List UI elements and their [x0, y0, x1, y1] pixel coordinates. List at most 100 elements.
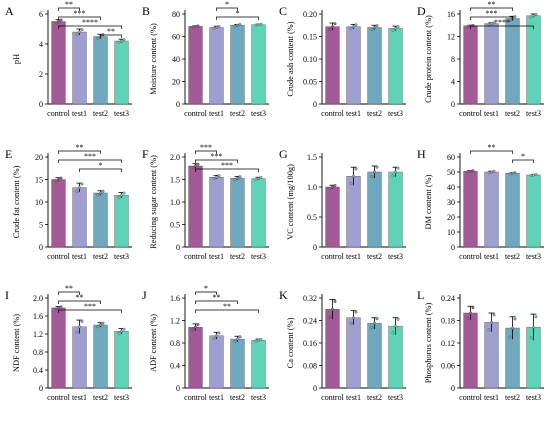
bar-test1 [72, 31, 87, 105]
data-point [78, 325, 81, 329]
y-tick-label: 0.32 [303, 294, 317, 303]
x-tick-label: control [459, 393, 482, 402]
data-point [120, 193, 123, 197]
data-point [373, 321, 376, 325]
bar-test1 [484, 171, 499, 248]
x-tick-label: control [47, 109, 70, 118]
significance-bracket [470, 150, 513, 154]
panel-c: C Crude ash content (%) 0 0.05 0.10 0.15 0.20 c… [279, 4, 406, 118]
y-tick-label: 0 [39, 384, 43, 393]
x-tick-label: test2 [230, 109, 245, 118]
bar-test1 [72, 187, 87, 248]
y-tick-label: 6 [39, 10, 43, 19]
data-point [54, 179, 58, 183]
significance-label: *** [221, 161, 233, 170]
y-axis-label: ADF content (%) [149, 314, 158, 372]
bar-control [325, 186, 340, 248]
data-point [96, 36, 100, 40]
data-point [194, 24, 197, 28]
data-point [259, 176, 263, 179]
data-point [122, 327, 126, 331]
y-tick-label: 0 [313, 100, 317, 109]
data-point [257, 177, 260, 181]
data-point [534, 173, 538, 176]
data-point [101, 189, 105, 193]
y-tick-label: 0.06 [441, 362, 455, 371]
significance-bracket [79, 168, 122, 172]
data-point [375, 165, 379, 169]
bar-test2 [367, 171, 382, 248]
data-point [466, 24, 470, 28]
x-tick-label: test1 [209, 109, 224, 118]
bar-control [188, 165, 203, 248]
significance-label: * [225, 0, 229, 9]
x-tick-label: control [321, 109, 344, 118]
bar-control [325, 26, 340, 105]
data-point [469, 169, 472, 173]
bar-control [188, 327, 203, 389]
x-tick-label: test1 [72, 393, 87, 402]
y-tick-label: 50 [447, 168, 455, 177]
x-tick-label: test2 [93, 393, 108, 402]
x-tick-label: test2 [505, 109, 520, 118]
significance-label: * [236, 9, 240, 18]
data-point [238, 23, 242, 26]
bar-test2 [505, 18, 520, 105]
data-point [233, 178, 237, 182]
panel-letter: D [417, 4, 426, 18]
x-tick-label: control [321, 252, 344, 261]
y-tick-label: 0.24 [441, 294, 455, 303]
data-point [513, 317, 517, 321]
data-point [122, 38, 126, 42]
panel-h: H DM content (%) 0 10 20 30 40 50 60 control test1… [417, 143, 544, 261]
x-tick-label: control [47, 393, 70, 402]
data-point [78, 30, 81, 34]
x-tick-label: test3 [388, 393, 403, 402]
y-tick-label: 20 [35, 153, 43, 162]
data-point [349, 181, 353, 185]
y-tick-label: 1.2 [170, 317, 180, 326]
y-tick-label: 0 [451, 243, 455, 252]
data-point [352, 316, 355, 320]
data-point [217, 174, 221, 178]
data-point [391, 28, 395, 32]
data-point [391, 174, 395, 178]
data-point [236, 176, 239, 180]
y-axis-label: Crude ash content (%) [286, 21, 295, 96]
data-point [99, 323, 102, 327]
x-tick-label: test3 [526, 252, 541, 261]
bar-test3 [114, 331, 129, 389]
bar-test1 [346, 26, 361, 105]
x-tick-label: control [459, 252, 482, 261]
bar-test2 [93, 324, 108, 389]
panel-letter: H [417, 147, 426, 161]
significance-bracket [195, 309, 259, 313]
data-point [534, 315, 538, 319]
x-tick-label: test3 [526, 109, 541, 118]
bar-test3 [114, 40, 129, 105]
x-tick-label: test1 [72, 252, 87, 261]
significance-label: ** [65, 0, 73, 9]
y-axis-label: Crude protein content (%) [424, 15, 433, 103]
data-point [375, 317, 379, 321]
data-point [466, 316, 470, 320]
y-tick-label: 0.24 [303, 317, 317, 326]
data-point [529, 336, 533, 340]
data-point [59, 18, 63, 22]
significance-bracket [58, 291, 80, 295]
significance-bracket [58, 159, 122, 163]
y-tick-label: 0 [176, 243, 180, 252]
data-point [394, 170, 397, 174]
y-tick-label: 1.5 [170, 176, 180, 185]
y-tick-label: 0.15 [303, 33, 317, 42]
y-tick-label: 1.5 [307, 153, 317, 162]
x-tick-label: control [184, 393, 207, 402]
bar-test1 [346, 176, 361, 248]
data-point [233, 339, 237, 343]
significance-label: ** [76, 143, 84, 152]
data-point [466, 170, 470, 174]
